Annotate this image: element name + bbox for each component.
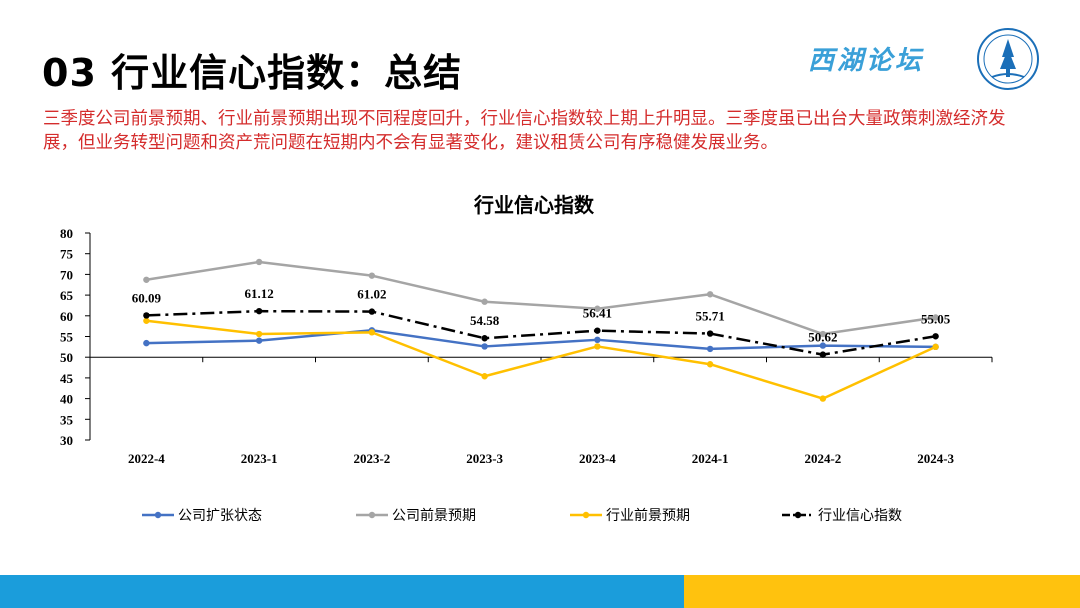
data-label: 61.12 <box>245 286 274 301</box>
series-1-point <box>819 342 827 349</box>
legend-marker <box>582 511 590 519</box>
series-1-point <box>143 339 150 347</box>
series-line-2 <box>146 260 936 336</box>
x-tick-label: 2024-1 <box>692 451 729 466</box>
x-tick-label: 2023-1 <box>241 451 278 466</box>
legend-marker <box>794 511 802 519</box>
series-1-point <box>255 337 263 344</box>
summary-text: 三季度公司前景预期、行业前景预期出现不同程度回升，行业信心指数较上期上升明显。三… <box>43 109 1006 153</box>
data-label: 55.05 <box>921 311 951 326</box>
data-label: 61.02 <box>357 287 386 302</box>
series-3-point <box>819 395 827 402</box>
series-2-point <box>706 291 714 298</box>
series-3-point <box>143 317 150 324</box>
y-tick-label: 60 <box>60 309 73 324</box>
series-line-4 <box>146 309 936 356</box>
y-tick-label: 80 <box>60 226 73 241</box>
series-1-point <box>594 336 601 344</box>
series-2-point <box>143 276 150 283</box>
series-3-point <box>932 343 939 351</box>
confidence-index-chart: 行业信心指数 30 35 40 45 50 55 60 65 70 75 80 2022-4 2023-… <box>60 193 993 524</box>
brand-name: 西湖论坛 <box>808 46 925 76</box>
legend-label: 行业前景预期 <box>606 507 690 524</box>
y-tick-label: 30 <box>60 433 73 448</box>
series-4-point <box>594 327 601 334</box>
series-line-3 <box>146 319 937 400</box>
y-tick-label: 65 <box>60 288 74 303</box>
forum-logo-icon <box>977 28 1039 90</box>
y-tick-label: 75 <box>60 247 74 262</box>
series-2-point <box>819 330 827 338</box>
series-4-point <box>706 330 714 337</box>
y-tick-label: 50 <box>60 350 73 365</box>
series-2-point <box>594 305 601 312</box>
legend-label: 公司扩张状态 <box>178 508 262 524</box>
series-2-point <box>368 272 376 279</box>
x-tick-label: 2024-3 <box>917 451 954 466</box>
series-3-point <box>481 373 488 380</box>
series-2-point <box>932 314 939 321</box>
y-tick-label: 45 <box>60 371 74 386</box>
page-title: 03 行业信心指数：总结 <box>42 51 463 95</box>
series-2-point <box>481 298 488 305</box>
y-tick-label: 55 <box>60 330 74 345</box>
series-2-point <box>255 258 263 266</box>
series-1-point <box>706 345 714 353</box>
series-3-point <box>594 343 601 350</box>
legend-marker <box>154 511 162 519</box>
legend-marker <box>368 511 376 519</box>
x-tick-label: 2024-2 <box>804 451 841 466</box>
series-4-point <box>819 351 827 358</box>
series-4-point <box>143 312 150 319</box>
x-tick-label: 2023-3 <box>466 451 503 466</box>
y-tick-label: 35 <box>60 412 74 427</box>
data-label: 54.58 <box>470 313 500 328</box>
y-tick-label: 40 <box>60 392 73 407</box>
data-label: 56.41 <box>583 306 612 321</box>
data-label: 60.09 <box>132 290 162 305</box>
footer-bar-yellow <box>684 575 1080 608</box>
x-tick-label: 2023-2 <box>353 451 390 466</box>
series-4-point <box>481 335 488 342</box>
x-tick-label: 2022-4 <box>128 451 165 466</box>
legend-label: 公司前景预期 <box>392 507 476 524</box>
series-4-point <box>932 333 939 340</box>
x-tick-label: 2023-4 <box>579 451 616 466</box>
series-4-point <box>255 307 263 315</box>
data-label: 55.71 <box>696 309 725 324</box>
footer-bar-blue <box>0 575 684 608</box>
series-3-point <box>255 330 263 338</box>
series-3-point <box>368 329 376 336</box>
series-4-point <box>368 308 376 315</box>
series-line-1 <box>146 329 936 351</box>
y-tick-label: 70 <box>60 267 73 282</box>
series-1-point <box>481 343 488 350</box>
data-label: 50.62 <box>808 330 837 345</box>
legend-label: 行业信心指数 <box>818 508 902 524</box>
chart-title: 行业信心指数 <box>473 193 595 217</box>
series-3-point <box>706 361 714 368</box>
